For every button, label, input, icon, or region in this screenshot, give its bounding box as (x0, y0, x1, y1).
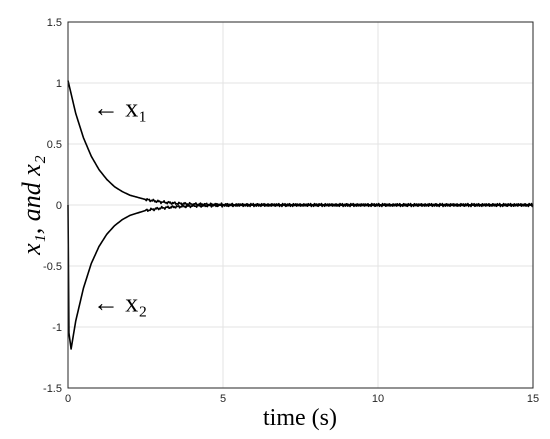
y-tick-labels: -1.5 -1 -0.5 0 0.5 1 1.5 (43, 17, 62, 395)
x-tick-labels: 0 5 10 15 (65, 393, 539, 405)
y-tick-label: 1.5 (47, 17, 62, 29)
plot-frame (67, 21, 534, 389)
x-tick-label: 5 (220, 393, 226, 405)
y-tick-label: 1 (56, 78, 62, 90)
annotations: ← x₁ ← x₂ (93, 93, 148, 317)
y-tick-label: -1.5 (43, 383, 62, 395)
annotation-label: ← x₁ (93, 93, 148, 122)
series-line-2 (67, 202, 534, 350)
y-tick-label: -1 (52, 322, 62, 334)
x-tick-label: 10 (372, 393, 384, 405)
x-axis-label: time (s) (263, 405, 337, 431)
y-tick-label: 0 (56, 200, 62, 212)
x-tick-label: 0 (65, 393, 71, 405)
annotation-label: ← x₂ (93, 289, 148, 318)
x-tick-label: 15 (527, 393, 539, 405)
y-axis-label: x₁, and x₂ (17, 155, 46, 256)
y-tick-label: -0.5 (43, 261, 62, 273)
series-group (67, 80, 534, 350)
y-tick-label: 0.5 (47, 139, 62, 151)
